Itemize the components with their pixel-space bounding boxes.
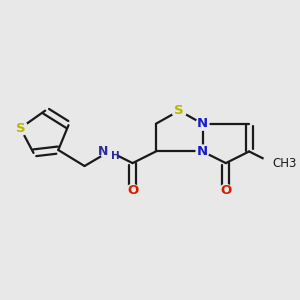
Circle shape: [100, 143, 118, 160]
Text: N: N: [197, 117, 208, 130]
Text: N: N: [197, 145, 208, 158]
Circle shape: [196, 117, 209, 130]
Text: O: O: [127, 184, 138, 197]
Circle shape: [219, 184, 232, 197]
Text: O: O: [220, 184, 232, 197]
Circle shape: [13, 121, 28, 135]
Circle shape: [126, 184, 139, 197]
Text: S: S: [16, 122, 25, 135]
Text: N: N: [98, 145, 108, 158]
Circle shape: [172, 103, 187, 118]
Text: S: S: [174, 104, 184, 117]
Circle shape: [263, 154, 282, 172]
Text: CH3: CH3: [272, 157, 297, 169]
Text: H: H: [111, 151, 119, 161]
Circle shape: [196, 145, 209, 158]
